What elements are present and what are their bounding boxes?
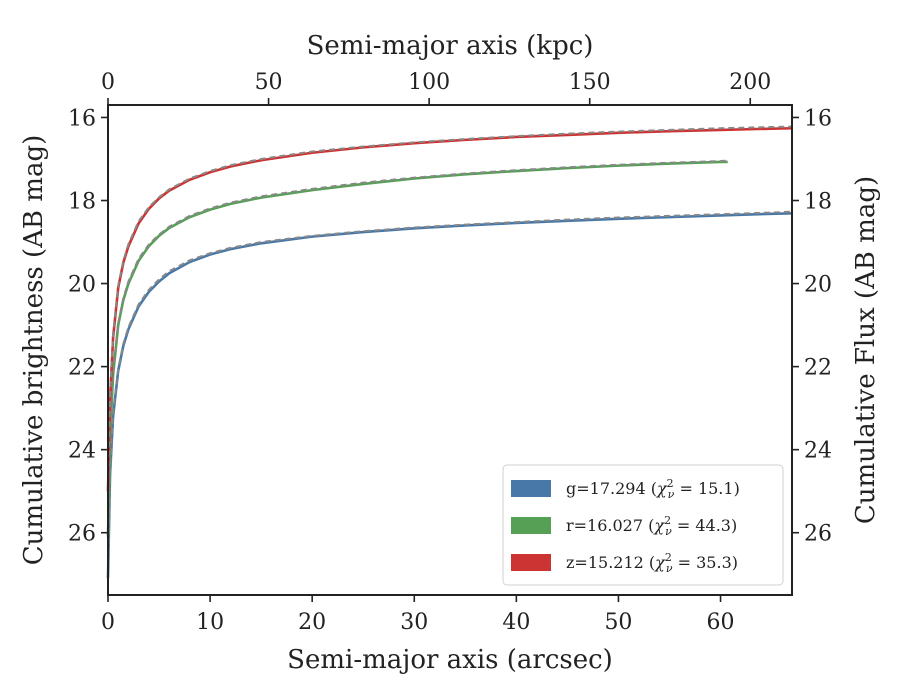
- y-tick-label: 22: [68, 356, 96, 381]
- y-tick-label: 26: [68, 522, 96, 547]
- x-tick-label: 30: [400, 610, 428, 635]
- y2-tick-label: 26: [804, 522, 832, 547]
- y-tick-label: 24: [68, 439, 96, 464]
- x-tick-label: 20: [298, 610, 326, 635]
- plot-frame: [107, 104, 793, 596]
- x2-tick-label: 0: [101, 70, 115, 95]
- x-tick-label: 50: [604, 610, 632, 635]
- legend: g=17.294 (χ2 ν = 15.1) r=16.027 (χ2 ν = 44.…: [502, 464, 784, 586]
- legend-label-r: r=16.027 (χ2 ν = 44.3): [566, 514, 737, 538]
- legend-box: [502, 464, 784, 586]
- x-tick-label: 40: [502, 610, 530, 635]
- x-tick-label: 0: [101, 610, 115, 635]
- y-tick-label: 20: [68, 273, 96, 298]
- x2-tick-label: 150: [569, 70, 611, 95]
- x2-axis-label: Semi-major axis (kpc): [307, 31, 594, 61]
- x-axis-bottom: 0 10 20 30 40 50 60: [101, 595, 735, 635]
- x2-tick-label: 200: [729, 70, 771, 95]
- x-tick-label: 10: [196, 610, 224, 635]
- y-tick-label: 16: [68, 106, 96, 131]
- y-tick-label: 18: [68, 190, 96, 215]
- legend-label-g: g=17.294 (χ2 ν = 15.1): [566, 477, 740, 501]
- legend-swatch-z: [511, 554, 551, 571]
- model-line-z: [107, 125, 793, 488]
- y2-tick-label: 24: [804, 439, 832, 464]
- y2-axis-label: Cumulative Flux (AB mag): [851, 176, 881, 524]
- y2-tick-label: 16: [804, 106, 832, 131]
- y-axis-left: 16 18 20 22 24 26: [68, 106, 108, 547]
- x2-tick-label: 50: [255, 70, 283, 95]
- y2-tick-label: 18: [804, 190, 832, 215]
- legend-swatch-g: [511, 480, 551, 497]
- series-layer: [106, 125, 793, 579]
- model-line-r: [107, 159, 728, 533]
- y-axis-right: 16 18 20 22 24 26: [792, 106, 832, 547]
- series-line-g: [106, 212, 793, 579]
- x-axis-top: 0 50 100 150 200: [101, 70, 771, 105]
- series-line-r: [106, 160, 728, 537]
- model-line-g: [107, 210, 793, 575]
- y-axis-label: Cumulative brightness (AB mag): [19, 135, 49, 566]
- y2-tick-label: 22: [804, 356, 832, 381]
- legend-swatch-r: [511, 517, 551, 534]
- x-tick-label: 60: [707, 610, 735, 635]
- legend-label-z: z=15.212 (χ2 ν = 35.3): [566, 551, 738, 575]
- x-axis-label: Semi-major axis (arcsec): [287, 645, 613, 675]
- x2-tick-label: 100: [408, 70, 450, 95]
- y2-tick-label: 20: [804, 273, 832, 298]
